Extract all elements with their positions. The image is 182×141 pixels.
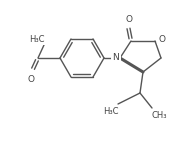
Text: O: O xyxy=(27,74,35,83)
Text: N: N xyxy=(113,53,119,62)
Text: CH₃: CH₃ xyxy=(151,111,167,120)
Text: O: O xyxy=(126,15,132,24)
Text: O: O xyxy=(159,35,165,44)
Text: H₃C: H₃C xyxy=(103,106,119,115)
Text: H₃C: H₃C xyxy=(29,35,45,44)
